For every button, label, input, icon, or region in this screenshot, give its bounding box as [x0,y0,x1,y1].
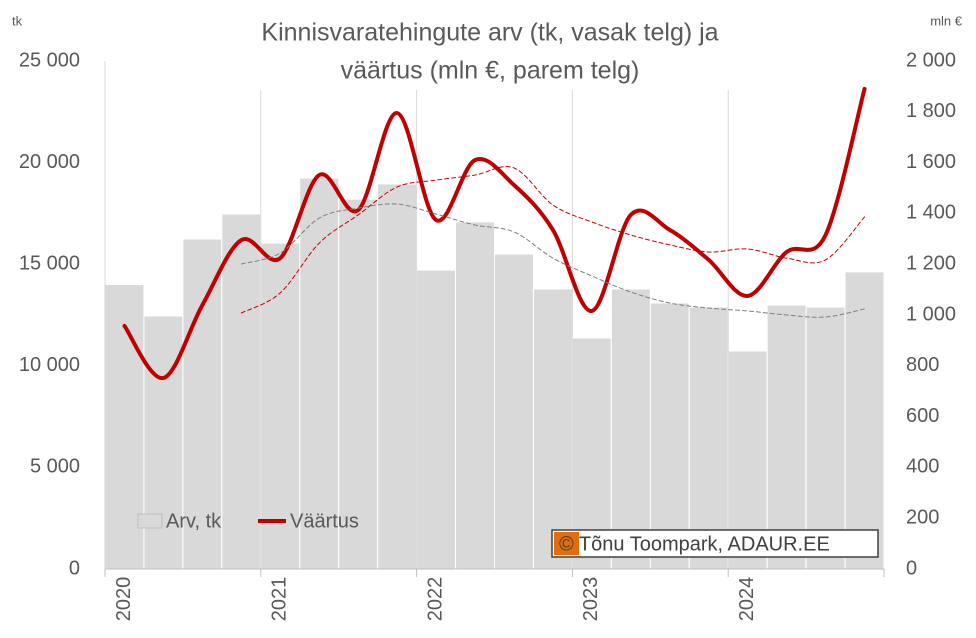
annotation: © Tõnu Toompark, ADAUR.EE [559,533,830,555]
bar [844,271,885,570]
y2-tick-label: 2 000 [906,49,956,71]
bar [338,198,379,570]
x-tick-label: 2021 [269,577,291,622]
y2-unit: mln € [930,13,963,28]
y2-tick-label: 0 [906,557,917,579]
annotation-icon [554,532,579,555]
trend-line [240,203,866,318]
y-tick-label: 5 000 [30,456,80,478]
bar [649,302,690,570]
bar [455,221,495,570]
trend-line [240,166,866,314]
y2-tick-label: 1 000 [906,303,956,325]
y-tick-label: 10 000 [19,354,80,376]
legend-swatch [137,513,163,529]
bar [104,284,145,570]
y2-tick-label: 600 [906,405,939,427]
y2-tick-label: 1 200 [906,252,956,274]
y-tick-label: 25 000 [19,49,80,71]
y2-tick-label: 800 [906,354,939,376]
line [122,86,867,380]
chart-title: väärtus (mln €, parem telg) [341,57,640,85]
bar [688,306,729,570]
y2-tick-label: 1 400 [906,202,956,224]
y2-tick-label: 400 [906,456,939,478]
bar [221,213,262,570]
chart-title: Kinnisvaratehingute arv (tk, vasak telg)… [261,19,718,47]
x-tick-label: 2024 [736,577,758,622]
x-tick-label: 2023 [580,577,602,622]
y2-tick-label: 1 800 [906,100,956,122]
x-tick-label: 2022 [424,577,446,622]
bar [182,238,223,570]
bar [494,253,534,570]
x-tick-label: 2020 [113,577,135,622]
title-bg [220,8,760,90]
y-tick-label: 20 000 [19,151,80,173]
y2-tick-label: 1 600 [906,151,956,173]
legend-label: Väärtus [290,510,359,532]
bar [610,288,651,570]
y2-tick-label: 200 [906,506,939,528]
bar [260,242,301,570]
bar [532,288,573,570]
y-unit: tk [12,13,23,28]
y-tick-label: 15 000 [19,252,80,274]
y-tick-label: 0 [69,557,80,579]
bar [377,183,418,570]
annotation-box [551,529,879,558]
legend-label: Arv, tk [166,510,222,532]
bar [416,269,457,570]
bar [766,304,807,570]
